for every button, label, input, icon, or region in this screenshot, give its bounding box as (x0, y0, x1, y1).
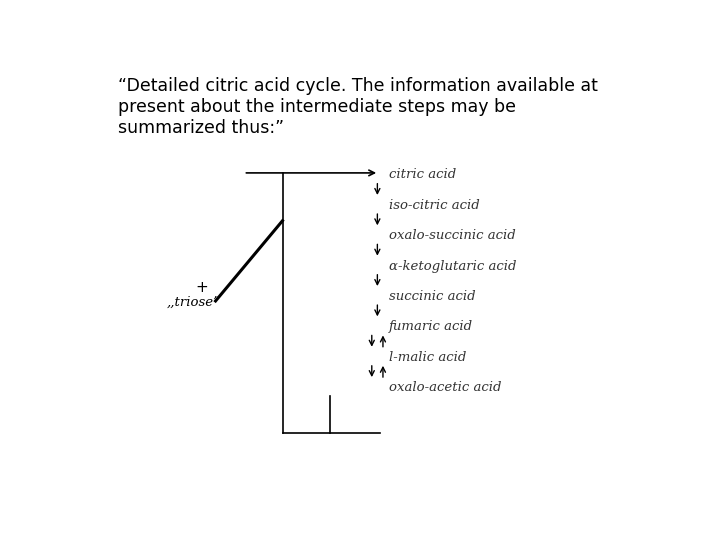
Text: citric acid: citric acid (389, 168, 456, 181)
Text: α-ketoglutaric acid: α-ketoglutaric acid (389, 260, 516, 273)
Text: “Detailed citric acid cycle. The information available at
present about the inte: “Detailed citric acid cycle. The informa… (118, 77, 598, 137)
Text: +: + (195, 280, 208, 295)
Text: oxalo-acetic acid: oxalo-acetic acid (389, 381, 501, 394)
Text: fumaric acid: fumaric acid (389, 320, 472, 333)
Text: ,,triose”: ,,triose” (166, 295, 220, 308)
Text: l-malic acid: l-malic acid (389, 350, 466, 363)
Text: iso-citric acid: iso-citric acid (389, 199, 480, 212)
Text: oxalo-succinic acid: oxalo-succinic acid (389, 229, 516, 242)
Text: succinic acid: succinic acid (389, 290, 475, 303)
